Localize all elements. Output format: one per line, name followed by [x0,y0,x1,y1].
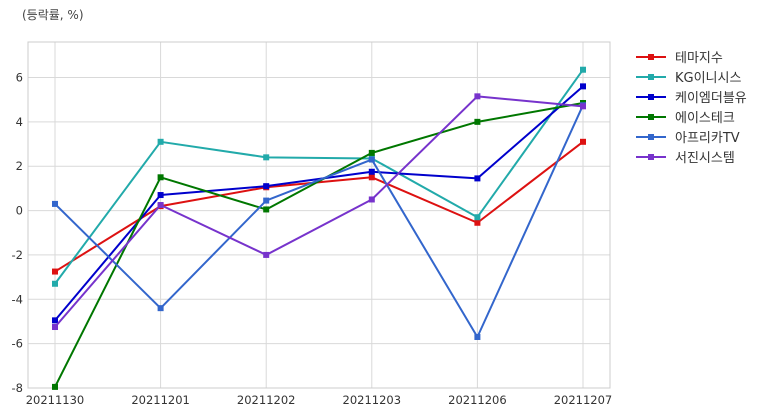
data-point [580,103,586,110]
grid [28,42,610,389]
x-axis-ticks: 20211130 20211201 20211202 20211203 20211206… [26,393,613,407]
data-point [52,383,58,390]
data-point [52,317,58,324]
plot-area-border [27,41,611,389]
data-point [368,168,375,175]
data-point [580,138,586,145]
series-line [54,95,584,328]
data-point [580,83,586,90]
data-point [474,333,481,340]
data-point [157,202,164,209]
x-tick-label: 20211130 [26,393,85,407]
y-tick-label: -6 [12,337,23,351]
y-axis-ticks: -8 -6 -4 -2 0 2 4 6 [12,70,23,395]
series-line [54,104,584,338]
data-point [52,280,58,287]
data-point [474,214,481,221]
legend-label: 에이스테크 [675,111,735,126]
y-tick-label: 0 [16,204,23,218]
data-point [157,305,164,312]
data-point [368,149,375,156]
legend-swatch-marker [648,54,654,60]
series-group [52,66,586,390]
data-point [52,268,58,275]
data-point [474,219,481,226]
data-point [474,175,481,182]
y-tick-label: 4 [16,115,23,129]
legend-label: 서진시스템 [675,151,735,166]
data-point [368,174,375,181]
data-point [580,66,586,73]
data-point [263,206,270,213]
legend-swatch-marker [648,94,654,100]
y-axis-unit-label: (등락률, %) [22,8,84,22]
data-point [263,154,270,161]
data-point [157,192,164,199]
data-point [263,197,270,204]
x-tick-label: 20211203 [343,393,402,407]
data-point [474,118,481,125]
legend-label: 아프리카TV [675,131,740,146]
legend-swatch-marker [648,74,654,80]
data-point [474,93,481,100]
series-line [54,69,584,285]
data-point [368,196,375,203]
legend-swatch-marker [648,134,654,140]
data-point [52,200,58,207]
x-tick-label: 20211201 [131,393,190,407]
data-point [157,174,164,181]
data-point [368,156,375,163]
legend-swatch-marker [648,154,654,160]
y-tick-label: -2 [12,248,23,262]
legend-swatch-marker [648,114,654,120]
data-point [263,183,270,190]
y-tick-label: 6 [16,70,23,84]
series-line [54,102,584,388]
series-line [54,85,584,321]
y-tick-label: -4 [12,292,23,306]
data-point [263,251,270,258]
y-tick-label: 2 [16,159,23,173]
series-line [54,141,584,273]
data-point [157,138,164,145]
x-tick-label: 20211206 [448,393,507,407]
legend-label: 테마지수 [675,51,723,66]
legend-label: KG이니시스 [675,71,741,86]
data-point [52,324,58,331]
x-tick-label: 20211202 [237,393,296,407]
y-tick-label: -8 [12,381,23,395]
x-tick-label: 20211207 [554,393,613,407]
legend-label: 케이엠더블유 [675,91,747,106]
